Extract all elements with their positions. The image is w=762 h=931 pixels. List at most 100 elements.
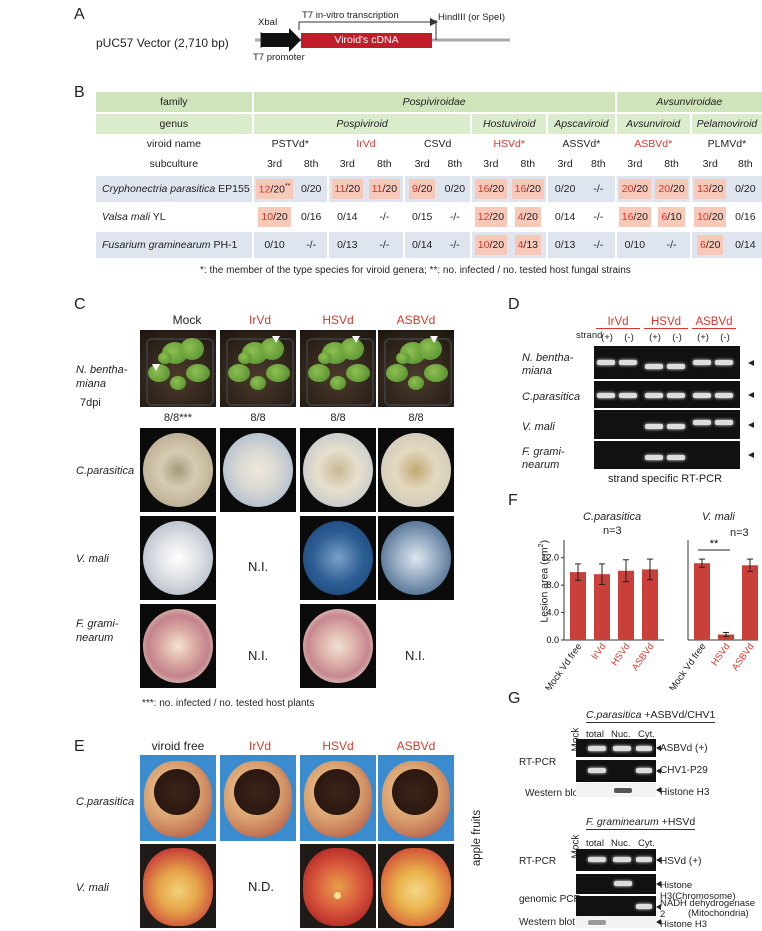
xbal-label: XbaI: [258, 17, 278, 28]
leaf-icon: [170, 376, 186, 390]
leaf-icon: [418, 338, 442, 360]
hind-label: HindIII (or SpeI): [438, 12, 506, 23]
gel-band: [645, 393, 663, 398]
genus-row: genus Pospiviroid Hostuviroid Apscaviroi…: [96, 112, 762, 134]
gel-band: [667, 424, 685, 429]
nd-label: N.D.: [248, 879, 274, 894]
result-cell: 6/10: [653, 202, 691, 231]
viroid-plmvd: PLMVd*: [689, 134, 762, 154]
blot-band: [636, 857, 652, 862]
leaf-icon: [250, 376, 266, 390]
plant-count: 8/8: [408, 412, 424, 424]
gel-band: [667, 364, 685, 369]
pot-icon: [226, 338, 294, 406]
col-mock: Mock: [172, 313, 202, 327]
gel-band: [715, 393, 733, 398]
cdna-box: [301, 33, 432, 48]
genus-avsunviroid: Avsunviroid: [614, 112, 691, 134]
result-value: 16/20: [511, 179, 544, 199]
blot-band: [588, 746, 606, 751]
g-bot-western: Western blot: [519, 917, 575, 928]
gel-band: [667, 393, 685, 398]
t7-promoter-label: T7 promoter: [253, 52, 305, 63]
g-histone2-label: Histone H3: [660, 919, 707, 930]
row-head-subculture: subculture: [96, 154, 253, 175]
result-cell: 20/20: [653, 174, 691, 203]
g-top-rtpcr: RT-PCR: [519, 757, 557, 768]
pot-icon: [384, 338, 452, 406]
result-value: 9/20: [408, 179, 436, 199]
gel-image: [594, 410, 740, 439]
leaf-icon: [318, 352, 332, 364]
result-value: 0/16: [735, 211, 756, 223]
chart-vm-n: n=3: [730, 527, 749, 539]
result-value: 11/20: [368, 179, 401, 199]
blot-band: [614, 881, 632, 886]
result-value: 10/20: [474, 235, 508, 255]
bar: [742, 565, 758, 640]
culture-photo: [300, 428, 376, 512]
culture-dish: [303, 433, 373, 507]
result-value: -/-: [306, 239, 317, 251]
culture-dish: [381, 521, 451, 595]
row-fg-label: F. grami-nearum: [76, 618, 119, 644]
culture-photo: [300, 604, 376, 688]
leaf-icon: [158, 352, 172, 364]
tested-count: /20: [633, 211, 649, 223]
infected-count: 10: [477, 239, 490, 251]
result-value: 16/20: [474, 179, 508, 199]
result-value: -/-: [379, 211, 390, 223]
blot-band: [588, 920, 606, 925]
leaf-icon: [424, 364, 448, 382]
leaf-icon: [386, 364, 408, 382]
gel-group-label: IrVd: [596, 316, 640, 329]
culture-dish: [143, 609, 213, 683]
g-chv-label: CHV1-P29: [660, 765, 708, 776]
subculture-cell: 8th: [728, 154, 762, 175]
g-bot-rtpcr: RT-PCR: [519, 856, 557, 867]
subculture-cell: 3rd: [326, 154, 366, 175]
subculture-cell: 3rd: [251, 154, 296, 175]
culture-dish: [143, 521, 213, 595]
culture-photo: [300, 516, 376, 600]
infected-count: 10: [697, 211, 709, 223]
gel-band: [619, 393, 637, 398]
row-head-genus: genus: [96, 112, 253, 134]
leaf-icon: [238, 352, 252, 364]
g-mito-label: (Mitochondria): [688, 908, 749, 919]
result-value: 0/14: [735, 239, 756, 251]
result-value: -/-: [593, 239, 604, 251]
result-cell: 16/20: [614, 202, 654, 231]
host-row: Fusarium graminearum PH-1 0/10 -/- 0/13 -/- 0…: [96, 230, 762, 258]
tested-count: /20: [633, 183, 649, 195]
result-cell: 11/20: [326, 174, 366, 203]
apple-fruit: [381, 848, 451, 926]
blot-arrow-icon: [656, 745, 661, 751]
panel-a-label: A: [74, 6, 85, 23]
culture-photo: [140, 516, 216, 600]
apple-col-asbvd: ASBVd: [396, 739, 436, 753]
gel-band: [715, 360, 733, 365]
category-label: ASBVd: [630, 641, 657, 672]
culture-dish: [223, 433, 293, 507]
apple-side-label: apple fruits: [471, 809, 483, 867]
row-head-viroid-name: viroid name: [96, 134, 253, 154]
leaf-icon: [330, 376, 346, 390]
result-cell: -/-: [365, 202, 404, 231]
plant-footnote: ***: no. infected / no. tested host plan…: [142, 698, 315, 709]
infected-count: 10: [261, 211, 274, 223]
bar: [642, 569, 658, 640]
subculture-cell: 8th: [295, 154, 328, 175]
y-tick-label: 12.0: [541, 553, 559, 563]
result-value: 0/10: [264, 239, 285, 251]
culture-photo: [220, 428, 296, 512]
host-row: Cryphonectria parasitica EP155 12/20** 0/2…: [96, 174, 762, 203]
gel-band: [597, 393, 615, 398]
gel-band: [667, 455, 685, 460]
result-value: 0/10: [624, 239, 646, 251]
result-cell: 12/20: [470, 202, 510, 231]
apple-fruit: [303, 848, 373, 926]
subculture-cell: 8th: [509, 154, 548, 175]
gel-band: [645, 424, 663, 429]
